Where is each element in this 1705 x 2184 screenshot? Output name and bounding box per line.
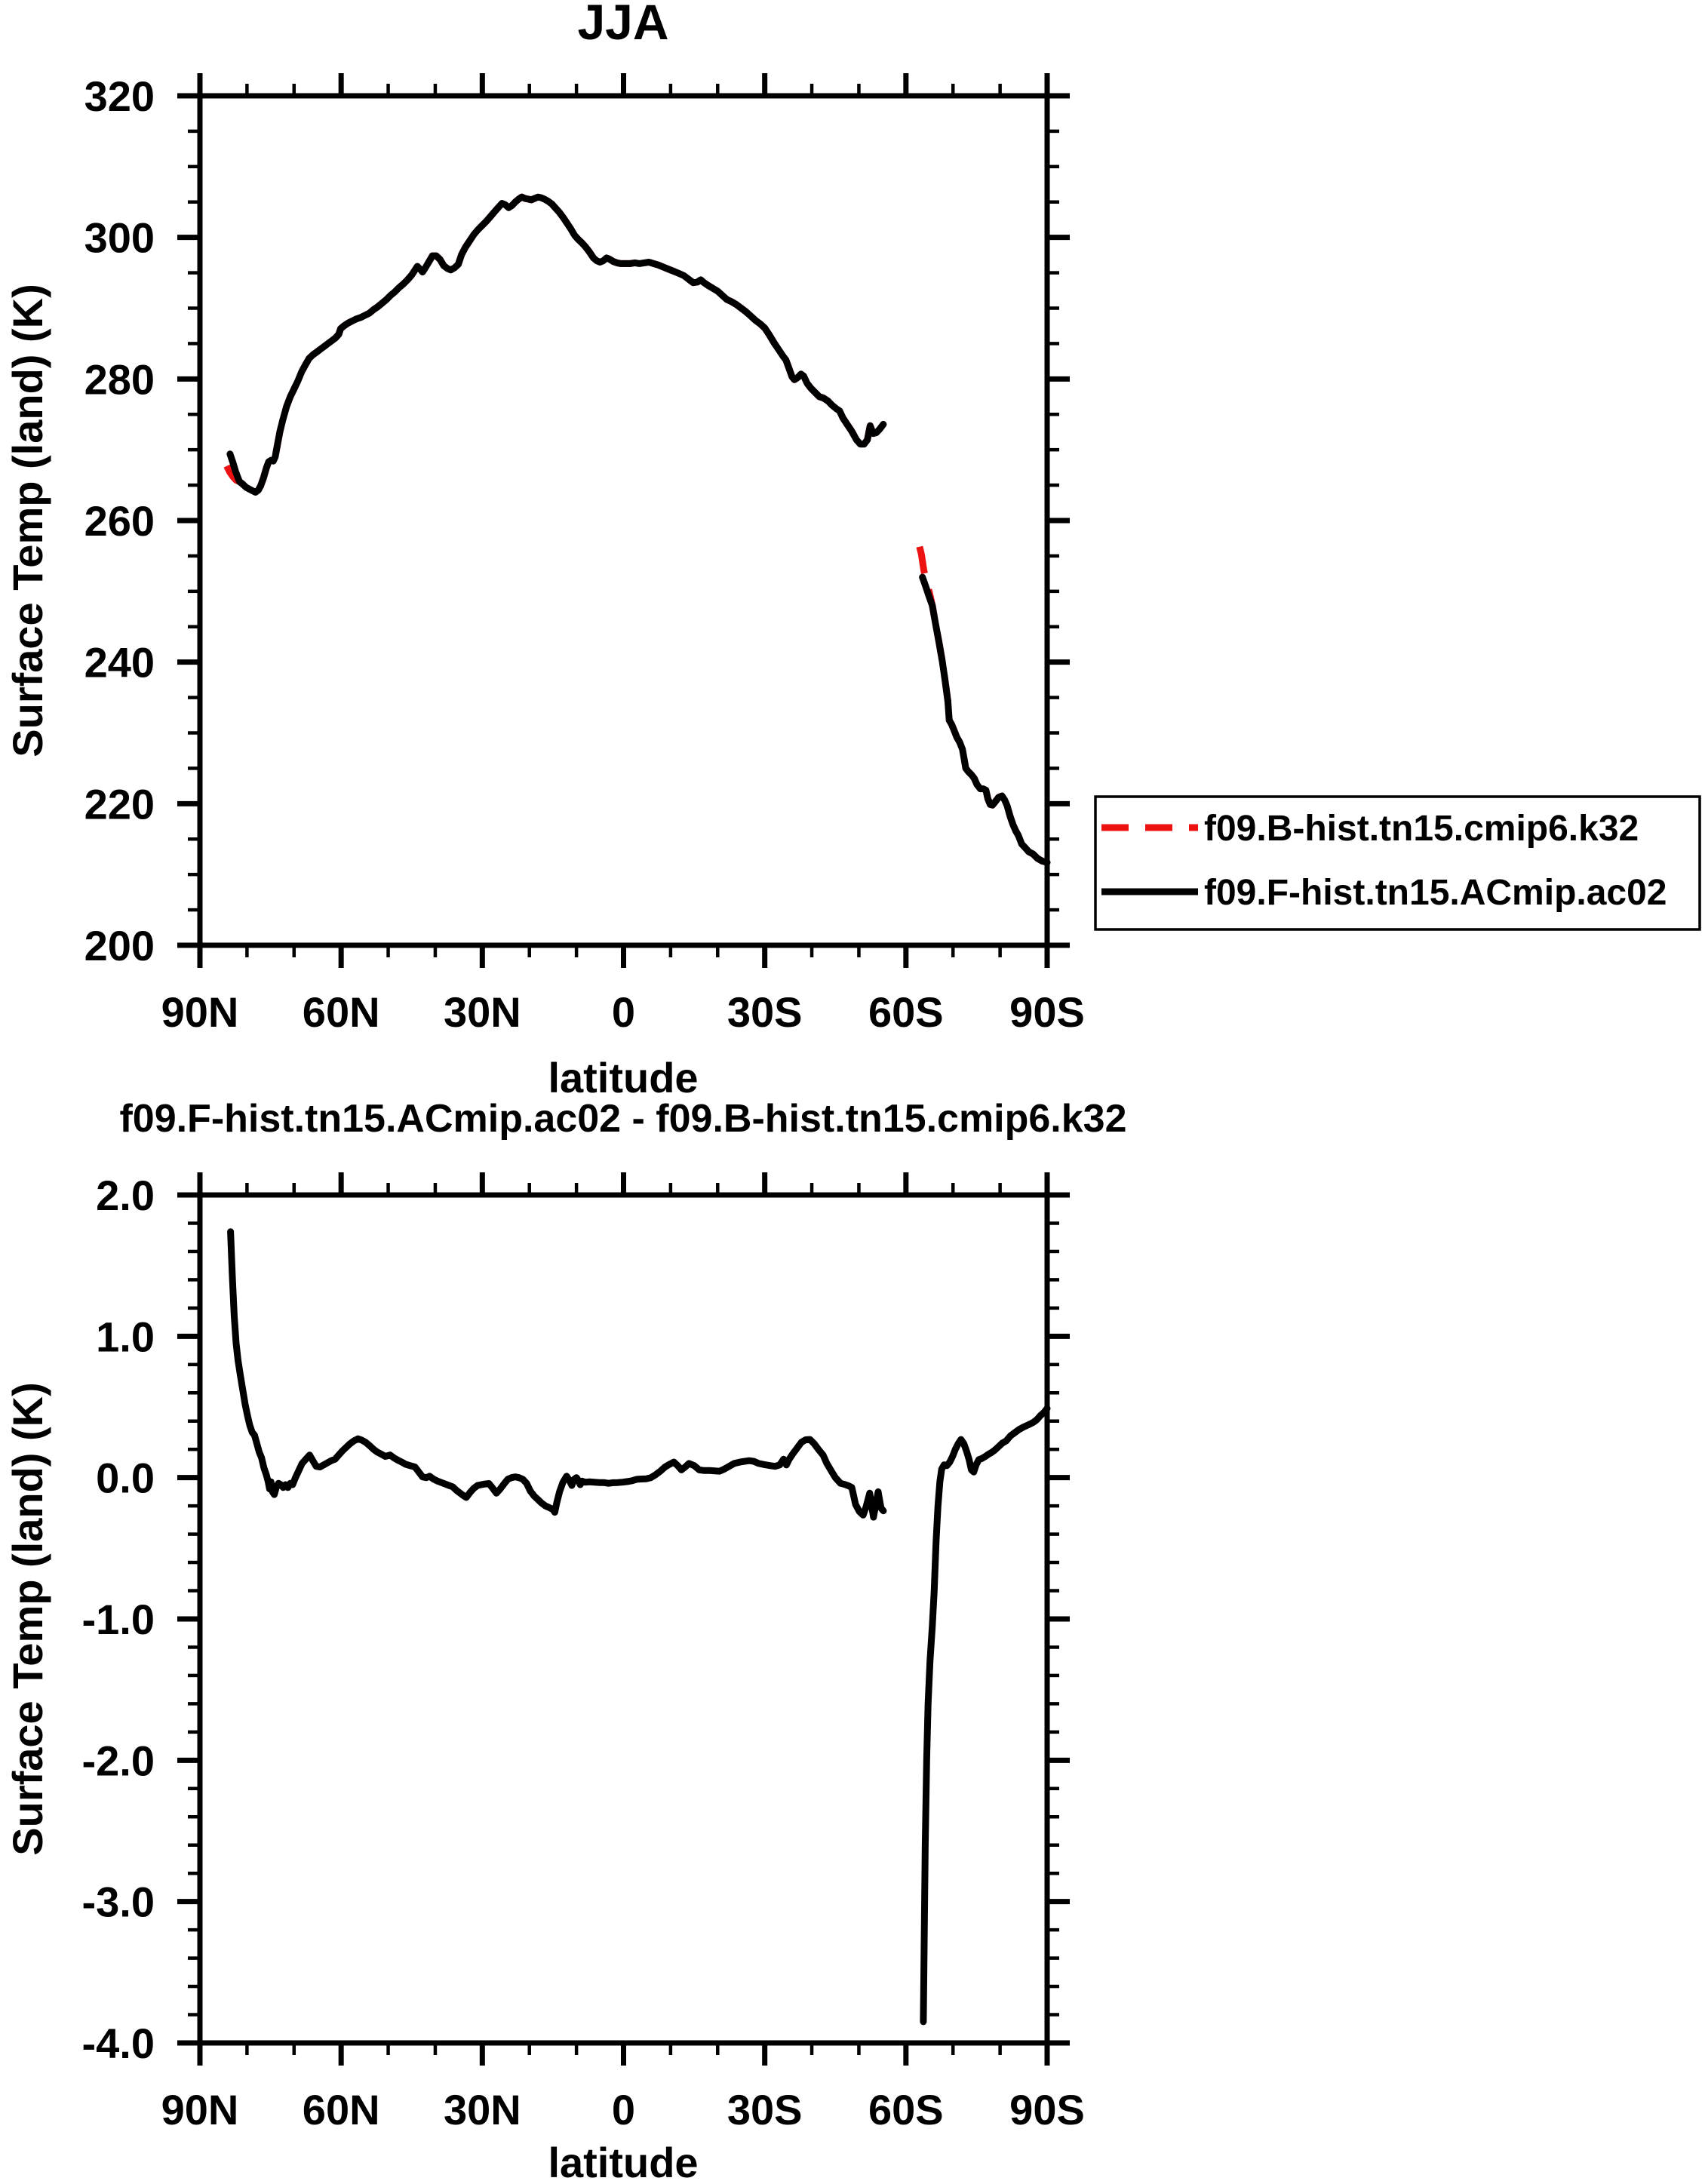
series-f09.F-hist.tn15.ACmip.ac02	[226, 193, 887, 496]
series-difference	[227, 1228, 887, 1521]
x-tick-label: 0	[612, 988, 635, 1036]
series-difference	[920, 1405, 1051, 2026]
y-tick-label: 300	[84, 214, 155, 262]
plot-frame	[197, 1192, 1050, 2046]
legend-layer	[1094, 795, 1701, 931]
x-tick-label: 30S	[727, 988, 803, 1036]
y-tick-label: 320	[84, 72, 155, 120]
x-tick-label: 0	[612, 2086, 635, 2133]
x-tick-label: 60N	[303, 988, 380, 1036]
x-tick-label: 30S	[727, 2086, 803, 2133]
legend-label-f-hist: f09.F-hist.tn15.ACmip.ac02	[1204, 873, 1667, 913]
bottom-y-axis-title: Surface Temp (land) (K)	[4, 1382, 51, 1855]
y-tick-label: -4.0	[82, 2020, 155, 2067]
x-tick-label: 30N	[444, 2086, 521, 2133]
bottom-x-axis-title: latitude	[548, 2139, 698, 2184]
axes-layer: 90N 60N 30N 0 30S 60S 90S 320 300 280 260 240 220 200…	[82, 72, 1085, 2133]
y-tick-label: 280	[84, 355, 155, 403]
y-tick-label: -3.0	[82, 1878, 155, 1926]
x-tick-label: 60S	[868, 988, 944, 1036]
y-tick-label: 1.0	[96, 1313, 155, 1360]
y-tick-label: 240	[84, 639, 155, 687]
x-tick-label: 90S	[1009, 2086, 1085, 2133]
y-tick-label: 220	[84, 780, 155, 828]
x-tick-label: 90S	[1009, 988, 1085, 1036]
legend-label-b-hist: f09.B-hist.tn15.cmip6.k32	[1204, 809, 1639, 849]
plot-frame	[197, 93, 1050, 948]
series-f09.F-hist.tn15.ACmip.ac02	[919, 573, 1051, 866]
series-f09.B-hist.tn15.cmip6.k32	[916, 545, 1049, 866]
x-tick-label: 90N	[161, 988, 239, 1036]
top-chart-title: JJA	[577, 0, 668, 50]
y-tick-label: 2.0	[96, 1172, 155, 1219]
x-tick-label: 90N	[161, 2086, 239, 2133]
y-tick-label: 0.0	[96, 1454, 155, 1502]
top-x-axis-title: latitude	[548, 1054, 698, 1101]
x-tick-label: 30N	[444, 988, 521, 1036]
x-tick-label: 60S	[868, 2086, 944, 2133]
y-tick-label: -1.0	[82, 1596, 155, 1643]
top-y-axis-title: Surface Temp (land) (K)	[4, 284, 51, 757]
legend-box	[1094, 795, 1701, 931]
curves-layer	[223, 193, 1051, 2026]
x-tick-label: 60N	[303, 2086, 380, 2133]
y-tick-label: 200	[84, 922, 155, 969]
y-tick-label: -2.0	[82, 1737, 155, 1784]
bottom-chart-title: f09.F-hist.tn15.ACmip.ac02 - f09.B-hist.…	[119, 1097, 1126, 1141]
y-tick-label: 260	[84, 497, 155, 545]
